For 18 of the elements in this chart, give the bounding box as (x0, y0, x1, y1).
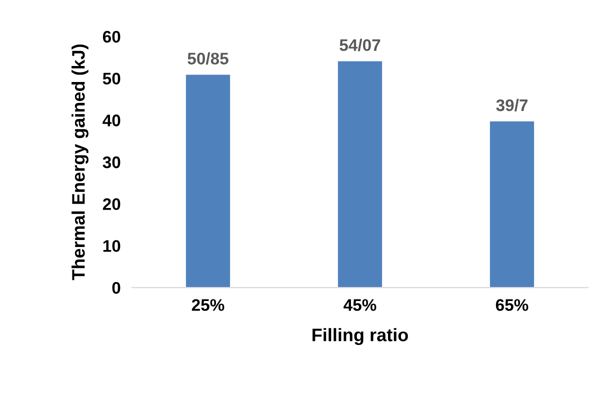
data-label: 39/7 (496, 98, 528, 112)
y-tick-label: 10 (103, 240, 120, 252)
data-label: 50/85 (188, 52, 228, 65)
y-axis-title: Thermal Energy gained (kJ) (72, 44, 88, 280)
bar (338, 61, 382, 288)
bar (490, 121, 534, 288)
x-tick-label: 65% (496, 299, 528, 311)
y-tick-label: 50 (102, 72, 120, 85)
y-tick-label: 30 (102, 156, 120, 168)
bar (186, 74, 230, 288)
y-tick-label: 20 (102, 198, 120, 210)
y-tick-label: 0 (112, 282, 120, 294)
y-tick-label: 60 (102, 30, 120, 43)
x-tick-label: 25% (192, 299, 224, 311)
data-label: 54/07 (340, 38, 380, 52)
y-tick-label: 40 (102, 114, 120, 126)
x-tick-label: 45% (344, 299, 376, 311)
x-axis-title: Filling ratio (312, 328, 408, 345)
